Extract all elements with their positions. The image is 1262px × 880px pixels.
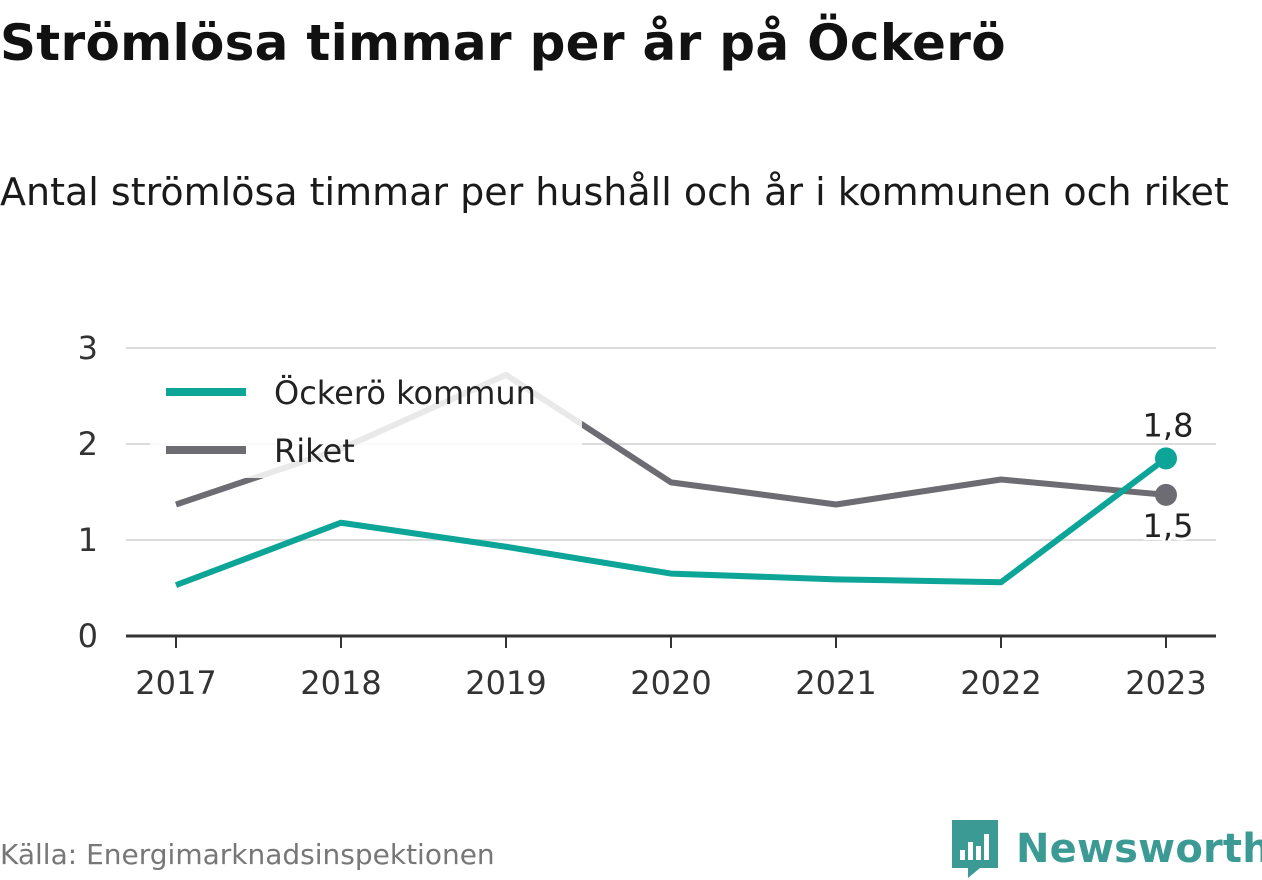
- y-axis-ticks: 0 1 2 3: [78, 329, 98, 655]
- legend: Öckerö kommun Riket: [150, 360, 582, 478]
- y-tick-label: 2: [78, 425, 98, 463]
- y-tick-label: 0: [78, 617, 98, 655]
- newsworthy-logo-icon: [952, 820, 998, 878]
- end-labels: 1,8 1,5: [1140, 403, 1197, 547]
- source-note: Källa: Energimarknadsinspektionen: [0, 838, 495, 871]
- chart-subtitle: Antal strömlösa timmar per hushåll och å…: [0, 170, 1229, 214]
- x-tick-label: 2017: [135, 664, 216, 702]
- legend-background: [150, 360, 582, 478]
- y-tick-label: 3: [78, 329, 98, 367]
- series-line: [174, 456, 1168, 588]
- x-axis: 2017 2018 2019 2020 2021 2022 2023: [126, 634, 1216, 702]
- x-tick-label: 2019: [465, 664, 546, 702]
- brand-logo: Newsworthy: [950, 818, 1262, 880]
- x-tick-label: 2022: [960, 664, 1041, 702]
- brand-name: Newsworthy: [1016, 826, 1262, 872]
- legend-label: Öckerö kommun: [274, 374, 536, 412]
- legend-label: Riket: [274, 432, 355, 470]
- x-tick-label: 2023: [1125, 664, 1206, 702]
- data-label: 1,8: [1143, 406, 1194, 444]
- data-label: 1,5: [1143, 507, 1194, 545]
- series-end-point: [1155, 483, 1177, 506]
- series-end-point: [1155, 447, 1177, 470]
- chart-title: Strömlösa timmar per år på Öckerö: [0, 14, 1006, 72]
- x-tick-label: 2018: [300, 664, 381, 702]
- line-chart: 0 1 2 3 2017 2018 2019 2020 2021 2022 2023 Öckerö…: [78, 329, 1216, 702]
- y-tick-label: 1: [78, 521, 98, 559]
- x-tick-label: 2021: [795, 664, 876, 702]
- x-tick-label: 2020: [630, 664, 711, 702]
